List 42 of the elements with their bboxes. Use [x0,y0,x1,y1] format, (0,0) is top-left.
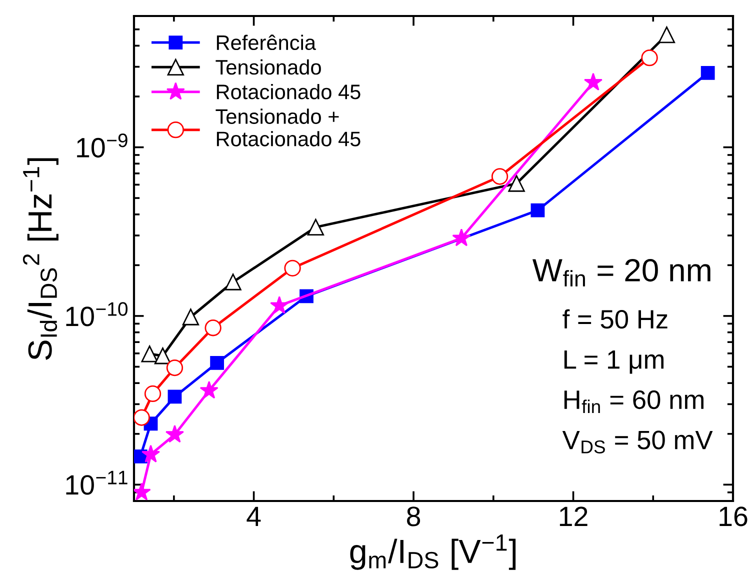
point [284,260,301,277]
point [141,346,158,362]
annotation: H$_{fin}$ = 60 nm [564,390,704,414]
point [200,380,218,399]
annotation: W$_{fin}$ = 20 nm [532,258,710,286]
y-tick-label: 10$^{−11}$ [66,470,128,495]
legend-label: Rotacionado 45 [216,84,360,100]
annotation: V$_{DS}$ = 50 mV [562,430,713,454]
y-tick-label: 10$^{−10}$ [66,302,128,326]
point [270,296,289,314]
point [168,390,182,404]
point [204,320,222,336]
point [210,356,224,370]
point [141,444,160,462]
point [144,385,162,402]
x-tick-label: 16 [720,506,748,526]
point [584,72,603,91]
point [452,228,471,246]
point [307,218,324,236]
y-tick-label: 10$^{−9}$ [77,133,128,158]
annotation: f = 50 Hz [562,309,668,329]
point [658,26,676,44]
point [530,203,545,218]
point [154,348,172,364]
x-tick-label: 12 [560,506,588,526]
legend-label: Referência [216,34,316,50]
legend-label: Tensionado + Rotacionado 45 [216,108,360,146]
point [700,66,715,80]
point [182,308,200,326]
x-tick-label: 4 [246,506,261,526]
point [166,359,184,376]
annotation: L = 1 μm [564,350,664,374]
y-axis-title: S$_{Id}$/I$_{DS}$$^{2}$ [Hz$^{−1}$] [22,158,58,360]
point [641,49,658,66]
point [491,168,508,185]
point [165,424,184,443]
point [508,175,525,192]
legend-label: Tensionado [216,59,321,75]
x-axis-title: g$_{m}$/I$_{DS}$ [V$^{−1}$] [350,534,516,570]
point [224,274,242,290]
x-tick-label: 8 [407,506,420,526]
point [134,409,150,426]
